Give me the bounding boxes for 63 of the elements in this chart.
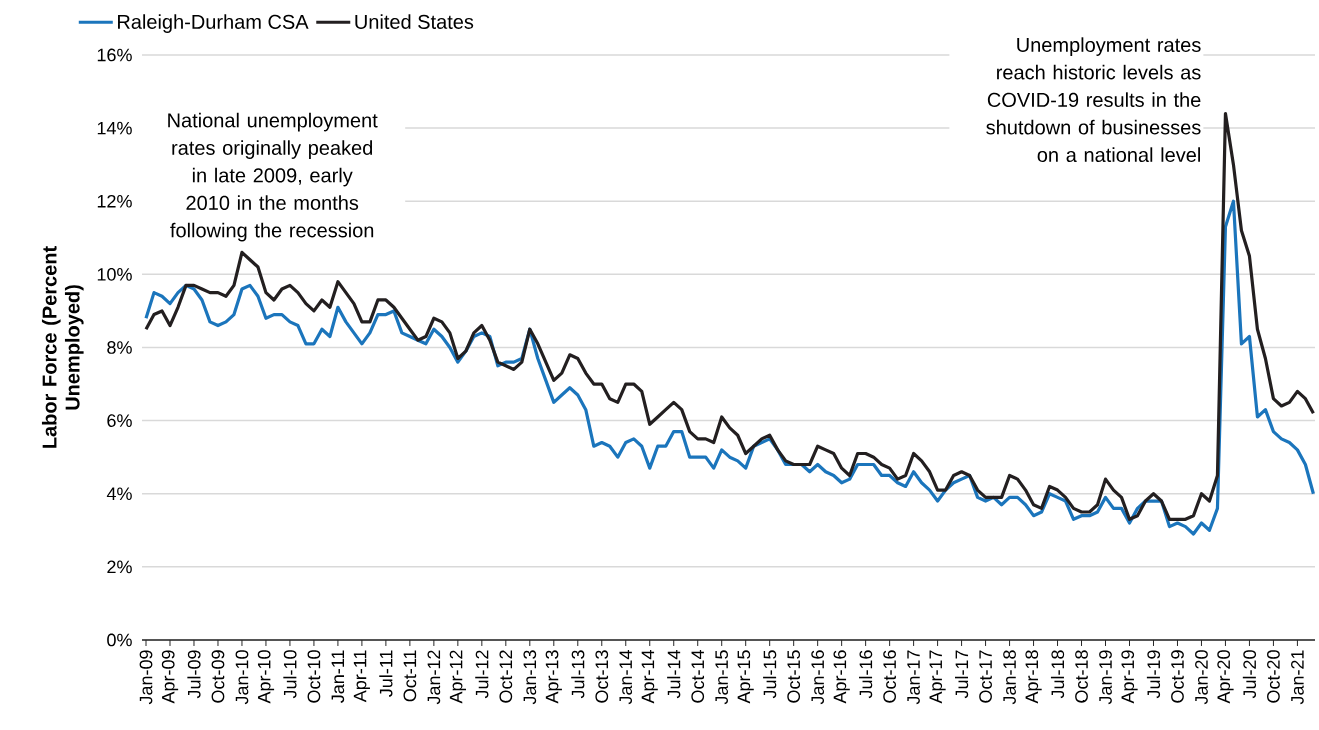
x-tick-label: Jan-20	[1195, 650, 1208, 705]
y-tick-label: 8%	[107, 341, 132, 354]
x-tick-label: Oct-15	[787, 650, 801, 703]
x-tick-label: Jan-10	[235, 650, 249, 705]
x-tick-label: Jan-17	[907, 650, 920, 705]
x-tick-label: Jul-15	[763, 650, 777, 699]
x-tick-label: Oct-13	[595, 650, 609, 703]
x-tick-label: Apr-17	[929, 650, 946, 704]
x-tick-label: Apr-19	[1121, 650, 1138, 704]
x-tick-label: Jul-18	[1050, 650, 1065, 699]
x-tick-label: Jan-21	[1291, 650, 1304, 705]
x-tick-label: Apr-18	[1025, 650, 1042, 704]
x-tick-label: Apr-16	[833, 650, 850, 704]
x-tick-label: Oct-20	[1267, 650, 1280, 703]
x-tick-label: Oct-18	[1075, 650, 1088, 703]
x-tick-label: Apr-09	[161, 650, 179, 704]
x-tick-label: Oct-14	[691, 650, 705, 703]
y-tick-label: 6%	[107, 414, 132, 427]
x-tick-label: Jan-15	[715, 650, 728, 705]
x-tick-label: Jan-14	[619, 650, 633, 705]
x-tick-label: Jul-13	[571, 650, 585, 699]
x-tick-label: Jul-17	[954, 650, 969, 699]
y-tick-label: 10%	[97, 267, 132, 281]
x-tick-label: Jan-16	[811, 650, 825, 705]
x-tick-label: Apr-20	[1217, 650, 1234, 704]
annotation: National unemployment rates originally peaked in late 2009, early 2010 in the months following the recession	[168, 112, 378, 242]
x-tick-label: Jul-20	[1242, 650, 1257, 699]
x-tick-label: Jan-12	[427, 650, 441, 705]
legend-label: Raleigh-Durham CSA	[118, 14, 309, 33]
x-tick-label: Jul-16	[859, 650, 873, 699]
x-tick-label: Apr-10	[257, 650, 275, 704]
y-axis-title: Labor Force (Percent Unemployed)	[41, 246, 84, 448]
x-tick-label: Oct-16	[883, 650, 896, 703]
x-tick-label: Oct-09	[211, 650, 225, 703]
x-tick-label: Apr-15	[737, 650, 754, 704]
x-tick-label: Apr-13	[545, 650, 562, 704]
x-tick-label: Jul-14	[667, 650, 681, 699]
x-tick-label: Jul-19	[1146, 650, 1161, 699]
legend-label: United States	[355, 14, 474, 29]
y-tick-label: 4%	[106, 487, 132, 501]
y-tick-label: 16%	[97, 48, 132, 62]
x-tick-label: Oct-11	[403, 650, 417, 702]
x-tick-label: Oct-12	[499, 650, 513, 703]
x-tick-label: Oct-10	[307, 650, 321, 703]
y-tick-label: 12%	[97, 194, 132, 208]
y-tick-label: 14%	[97, 121, 132, 135]
x-tick-label: Jan-09	[139, 650, 153, 705]
x-tick-label: Oct-17	[979, 650, 992, 703]
x-tick-label: Apr-11	[353, 650, 370, 703]
x-tick-label: Jan-11	[331, 650, 345, 703]
x-tick-label: Jan-13	[523, 650, 537, 705]
annotation: Unemployment rates reach historic levels as COVID-19 results in the shutdown of businesses on a national level	[986, 37, 1201, 162]
x-tick-label: Jul-09	[187, 650, 201, 699]
x-tick-label: Apr-14	[641, 650, 658, 704]
x-tick-label: Jul-12	[475, 650, 489, 699]
x-tick-label: Jul-10	[283, 650, 297, 699]
x-tick-label: Jan-18	[1003, 650, 1016, 705]
x-tick-label: Oct-19	[1171, 650, 1184, 703]
x-tick-label: Apr-12	[449, 650, 466, 704]
y-tick-label: 0%	[107, 633, 132, 647]
x-tick-label: Jul-11	[379, 650, 393, 697]
x-tick-label: Jan-19	[1099, 650, 1112, 705]
y-tick-label: 2%	[107, 560, 132, 574]
